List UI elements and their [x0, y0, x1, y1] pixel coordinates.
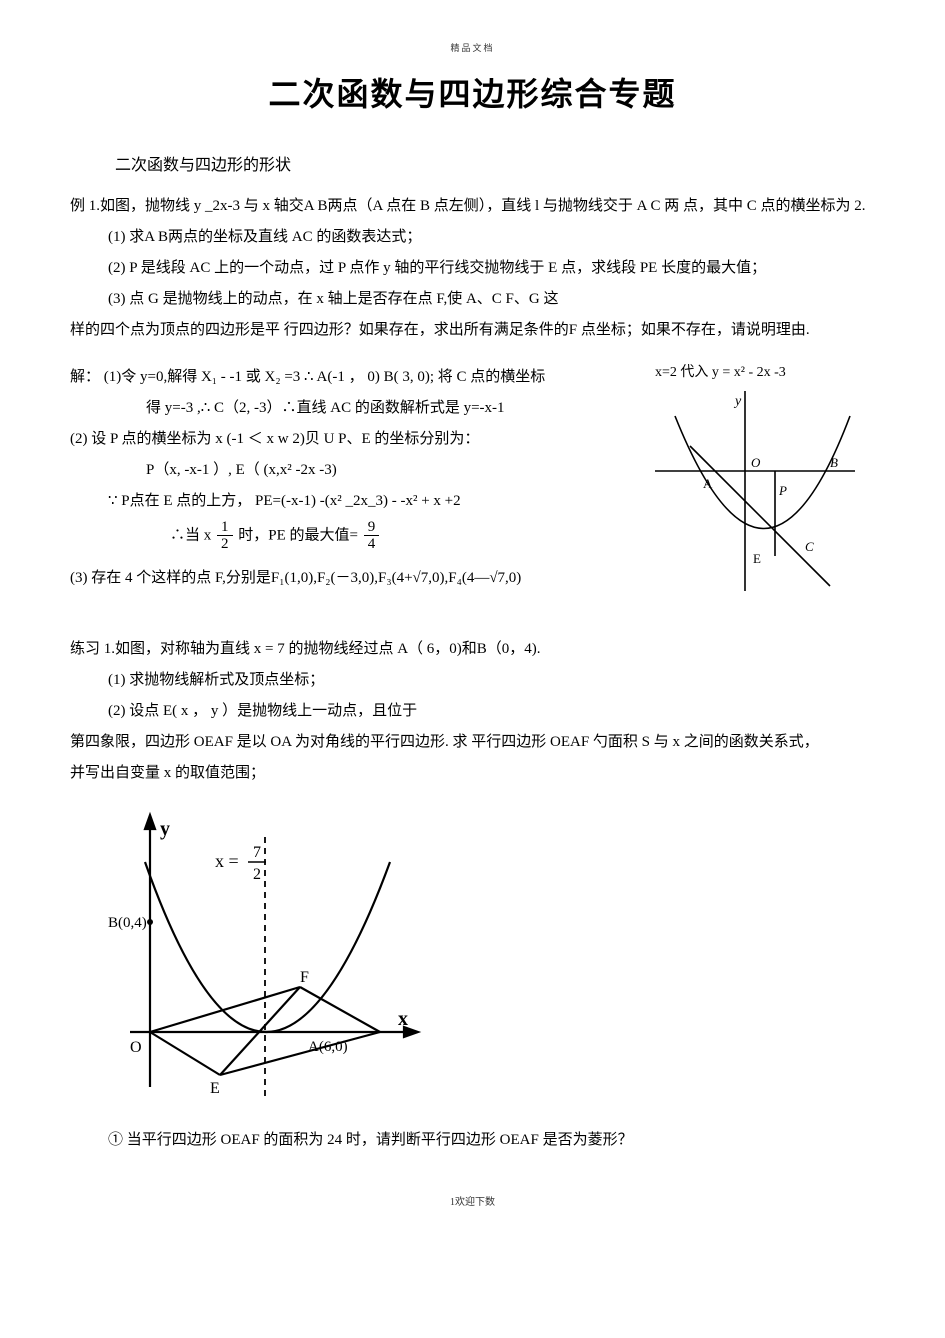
sol1b: 得 y=-3 ,∴ C（2, -3）∴直线 AC 的函数解析式是 y=-x-1 [146, 395, 655, 422]
fig2-B: B(0,4) [108, 915, 147, 931]
practice-q1: (1) 求抛物线解析式及顶点坐标； [108, 667, 875, 694]
practice-stem: 练习 1.如图，对称轴为直线 x = 7 的抛物线经过点 A（ 6，0)和B（0… [70, 636, 875, 663]
example-q3b: 样的四个点为顶点的四边形是平 行四边形？如果存在，求出所有满足条件的F 点坐标；… [70, 317, 875, 344]
sol-label: 解： [70, 369, 100, 385]
fig2-E: E [210, 1080, 220, 1097]
sol2d-b: 时，PE 的最大值= [238, 527, 358, 543]
page-footer: 1欢迎下数 [70, 1194, 875, 1212]
practice-q3: ① 当平行四边形 OEAF 的面积为 24 时，请判断平行四边形 OEAF 是否… [108, 1127, 875, 1154]
fig1-C: C [805, 539, 814, 554]
frac-nine-four: 9 4 [364, 519, 380, 553]
fig1-A: A [703, 476, 713, 491]
sol2d: ∴当 x 1 2 时，PE 的最大值= 9 4 [170, 519, 655, 553]
sol3: (3) 存在 4 个这样的点 F,分别是F₁(1,0),F₂(－3,0),F₃(… [70, 565, 655, 592]
figure-2: y x O B(0,4) A(6,0) E F x = 7 2 [90, 807, 430, 1107]
tiny-header: 精品文档 [70, 40, 875, 56]
sol1a: (1)令 y=0,解得 X₁ - -1 或 X₂ =3 ∴ A(-1 ， 0) … [104, 369, 545, 385]
sol1a-side: x=2 代入 y = x² - 2x -3 [655, 360, 875, 385]
fig2-eq-l: x = [215, 851, 239, 871]
example-q1: (1) 求A B两点的坐标及直线 AC 的函数表达式； [108, 224, 875, 251]
fig2-eq-n: 7 [253, 844, 261, 861]
frac-n: 9 [364, 519, 380, 537]
figure-1: y O B A P E C [655, 391, 855, 591]
fig1-O: O [751, 455, 761, 470]
practice-q2a: (2) 设点 E( x ， y ）是抛物线上一动点，且位于 [108, 698, 875, 725]
fig1-y: y [733, 394, 742, 409]
fig1-P: P [778, 483, 787, 498]
frac-n: 1 [217, 519, 233, 537]
fig2-x: x [398, 1008, 408, 1030]
sol2d-a: ∴当 x [170, 527, 211, 543]
fig2-point-B [147, 919, 153, 925]
fig2-eq-d: 2 [253, 866, 261, 883]
fig2-A: A(6,0) [308, 1039, 348, 1055]
fig1-B: B [830, 455, 838, 470]
fig2-eq: x = 7 2 [215, 844, 266, 883]
fig1-E: E [753, 551, 761, 566]
example-stem: 例 1.如图，抛物线 y _2x-3 与 x 轴交A B两点（A 点在 B 点左… [70, 193, 875, 220]
sol2c: ∵ P点在 E 点的上方， PE=(-x-1) -(x² _2x_3) - -x… [108, 488, 655, 515]
practice-q2b: 第四象限，四边形 OEAF 是以 OA 为对角线的平行四边形. 求 平行四边形 … [70, 729, 875, 756]
section-title: 二次函数与四边形的形状 [115, 152, 875, 181]
fig2-O: O [130, 1039, 142, 1056]
frac-d: 4 [364, 536, 380, 553]
fig2-F: F [300, 969, 309, 986]
example-q3a: (3) 点 G 是抛物线上的动点，在 x 轴上是否存在点 F,使 A、C F、G… [108, 286, 875, 313]
frac-half: 1 2 [217, 519, 233, 553]
example-q2: (2) P 是线段 AC 上的一个动点，过 P 点作 y 轴的平行线交抛物线于 … [108, 255, 875, 282]
sol2b: P（x, -x-1 ）, E（ (x,x² -2x -3) [146, 457, 655, 484]
practice-q2c: 并写出自变量 x 的取值范围； [70, 760, 875, 787]
frac-d: 2 [217, 536, 233, 553]
fig2-y: y [160, 818, 170, 840]
main-title: 二次函数与四边形综合专题 [70, 66, 875, 124]
solution-line: 解： (1)令 y=0,解得 X₁ - -1 或 X₂ =3 ∴ A(-1 ， … [70, 364, 655, 391]
sol2a: (2) 设 P 点的横坐标为 x (-1 ＜ x w 2)贝 U P、E 的坐标… [70, 426, 655, 453]
